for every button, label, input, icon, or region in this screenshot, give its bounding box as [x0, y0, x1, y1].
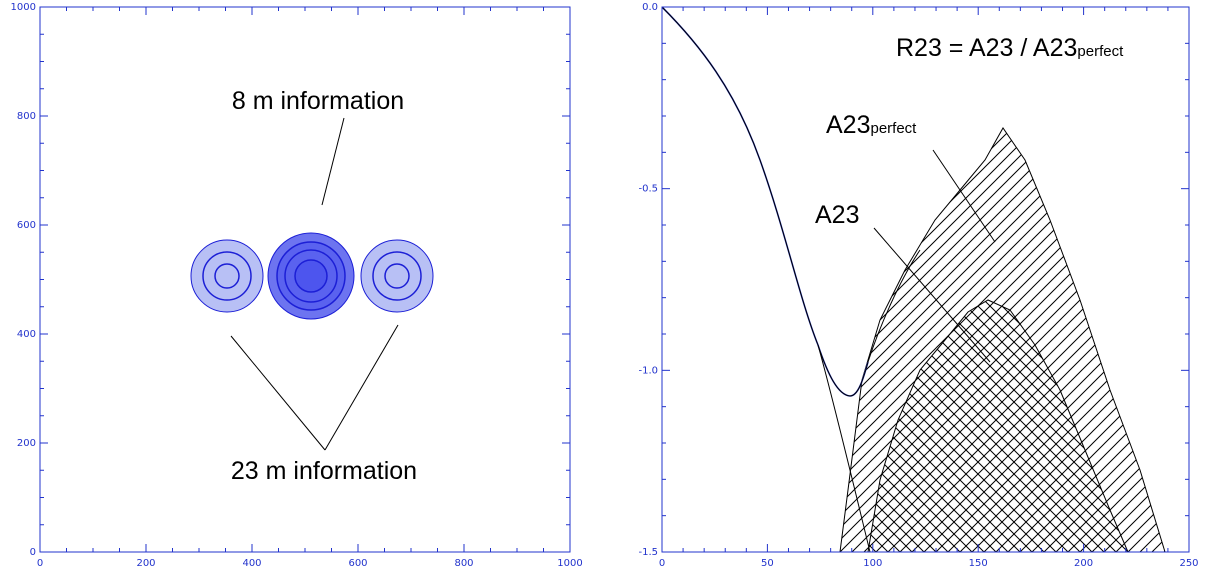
- label-a23-perfect: A23perfect: [826, 111, 917, 139]
- x-tick-label: 0: [37, 558, 43, 569]
- leader-line-8m: [321, 117, 345, 206]
- right-panel: 0 50 100 150 200 250 0.0 -0.5 -1.0 -1.5 R23 = A23…: [638, 2, 1198, 569]
- x-tick-label: 250: [1179, 558, 1198, 569]
- leader-line-23m-right: [324, 324, 399, 451]
- y-tick-label: 400: [17, 329, 36, 340]
- formula-r23: R23 = A23 / A23perfect: [896, 34, 1124, 62]
- x-tick-label: 600: [348, 558, 367, 569]
- x-tick-label: 1000: [557, 558, 582, 569]
- right-disc: [360, 239, 434, 313]
- y-tick-label: -0.5: [638, 184, 658, 195]
- center-disc: [267, 232, 355, 320]
- leader-line-a23: [873, 227, 991, 363]
- x-tick-label: 400: [242, 558, 261, 569]
- y-tick-label: 800: [17, 111, 36, 122]
- label-8m-information: 8 m information: [232, 87, 404, 115]
- y-tick-label: 1000: [11, 2, 36, 13]
- y-tick-label: 0: [30, 547, 36, 558]
- right-ticks: 0 50 100 150 200 250 0.0 -0.5 -1.0 -1.5: [638, 2, 1198, 569]
- y-tick-label: 200: [17, 438, 36, 449]
- right-plot-frame: [661, 6, 1190, 553]
- formula-background: [893, 27, 1184, 65]
- left-ticks: 0 200 400 600 800 1000 0 200 400 600 800 1000: [11, 2, 583, 569]
- x-tick-label: 150: [969, 558, 988, 569]
- left-disc: [190, 239, 264, 313]
- x-tick-label: 200: [136, 558, 155, 569]
- leader-line-23m-left: [230, 335, 326, 451]
- a23-region: [867, 299, 1129, 553]
- y-tick-label: -1.5: [638, 547, 658, 558]
- x-tick-label: 100: [863, 558, 882, 569]
- leader-line-a23-perfect: [932, 149, 996, 243]
- y-tick-label: 600: [17, 220, 36, 231]
- y-tick-label: -1.0: [638, 365, 658, 376]
- x-tick-label: 0: [659, 558, 665, 569]
- x-tick-label: 50: [761, 558, 774, 569]
- x-tick-label: 800: [454, 558, 473, 569]
- y-tick-label: 0.0: [642, 2, 658, 13]
- label-23m-information: 23 m information: [231, 457, 417, 485]
- extension-curve: [817, 344, 871, 553]
- left-panel: 0 200 400 600 800 1000 0 200 400 600 800 1000 8 m i…: [11, 2, 583, 569]
- x-tick-label: 200: [1074, 558, 1093, 569]
- label-a23: A23: [815, 201, 859, 229]
